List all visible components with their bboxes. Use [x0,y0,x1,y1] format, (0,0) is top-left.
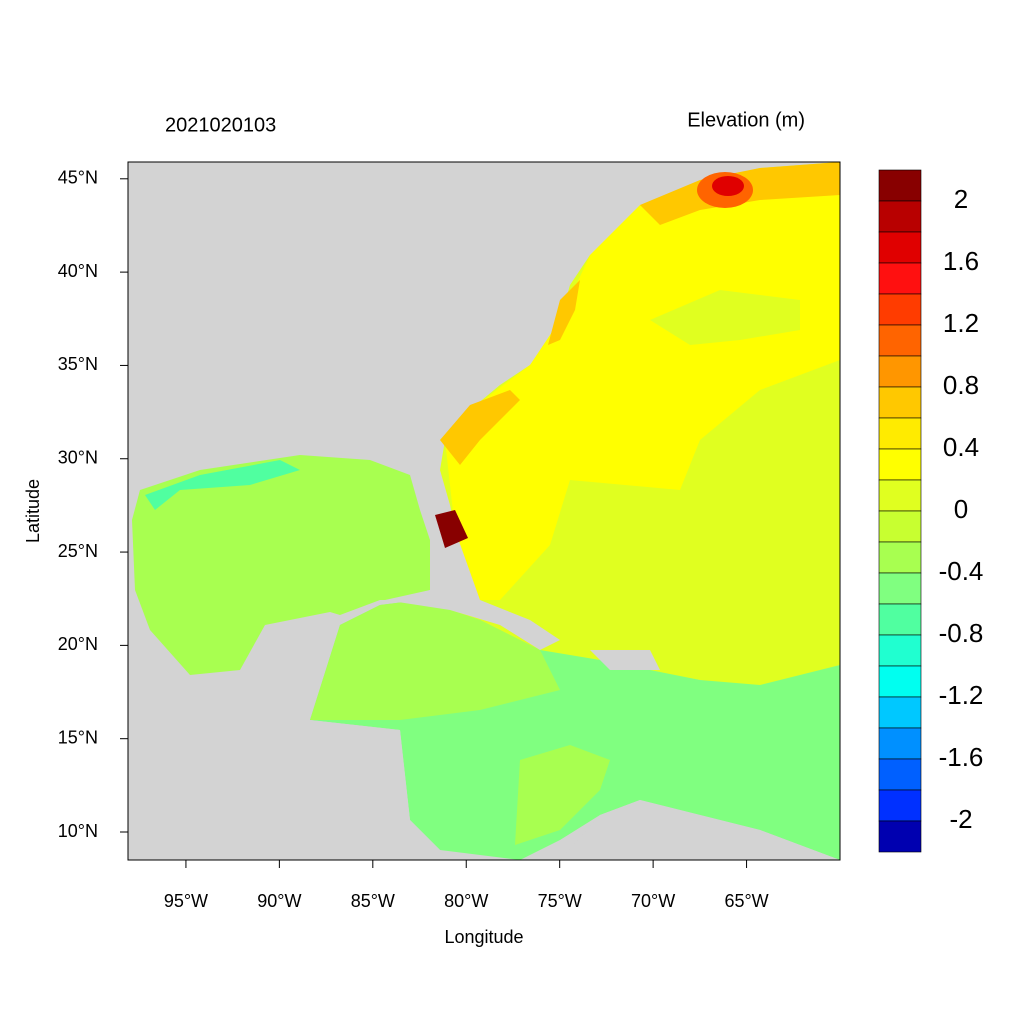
x-axis-label: Longitude [444,927,523,947]
colorbar-box [878,541,922,574]
colorbar-box [878,355,922,388]
coast-orange [440,390,520,465]
south-america [560,800,840,860]
colorbar-label: 1.2 [943,308,979,338]
colorbar-label: 0.8 [943,370,979,400]
colorbar-box [878,262,922,295]
colorbar-box [878,696,922,729]
colorbar-box [878,820,922,853]
left-title: 2021020103 [165,114,276,136]
x-tick-label: 85°W [351,891,395,911]
colorbar-box [878,479,922,512]
colorbar-label: -0.8 [939,618,984,648]
colorbar-label: 0.4 [943,432,979,462]
gulf-coast [145,460,300,510]
colorbar-box [878,510,922,543]
y-tick-label: 45°N [58,168,98,188]
colorbar-label: 1.6 [943,246,979,276]
colorbar-box [878,417,922,450]
colorbar-label: -1.6 [939,742,984,772]
colorbar-box [878,789,922,822]
y-tick-label: 15°N [58,727,98,747]
colorbar-label: -2 [949,804,972,834]
x-tick-label: 95°W [164,891,208,911]
gulf-of-maine [712,176,744,196]
colorbar-label: 0 [954,494,968,524]
gulf [132,455,430,675]
colorbar-label: 2 [954,184,968,214]
caribbean-west [310,600,560,720]
colorbar-box [878,634,922,667]
x-tick-label: 70°W [631,891,675,911]
y-tick-label: 35°N [58,354,98,374]
cuba [385,590,560,650]
colorbar-label: -0.4 [939,556,984,586]
x-tick-label: 80°W [444,891,488,911]
colorbar-box [878,324,922,357]
y-axis-label: Latitude [23,479,43,543]
colorbar-box [878,293,922,326]
right-title: Elevation (m) [687,109,805,131]
colorbar-box [878,665,922,698]
atlantic-mid [650,290,800,345]
colorbar-box [878,603,922,636]
colorbar-box [878,169,922,202]
coast-orange [548,280,580,345]
map-field [128,162,840,860]
caribbean-south [515,745,610,845]
y-tick-label: 40°N [58,261,98,281]
colorbar-box [878,386,922,419]
colorbar-box [878,231,922,264]
hispaniola [590,650,660,670]
plot-frame [127,161,841,861]
x-tick-label: 90°W [257,891,301,911]
colorbar-box [878,758,922,791]
atlantic-high [445,165,840,600]
colorbar-box [878,448,922,481]
y-tick-label: 30°N [58,447,98,467]
central-america [128,720,440,860]
y-tick-label: 20°N [58,634,98,654]
x-tick-label: 75°W [538,891,582,911]
colorbar-box [878,572,922,605]
y-tick-label: 10°N [58,821,98,841]
colorbar-box [878,727,922,760]
y-tick-label: 25°N [58,541,98,561]
colorbar-label: -1.2 [939,680,984,710]
florida-surge [435,510,468,548]
x-tick-label: 65°W [724,891,768,911]
colorbar-box [878,200,922,233]
